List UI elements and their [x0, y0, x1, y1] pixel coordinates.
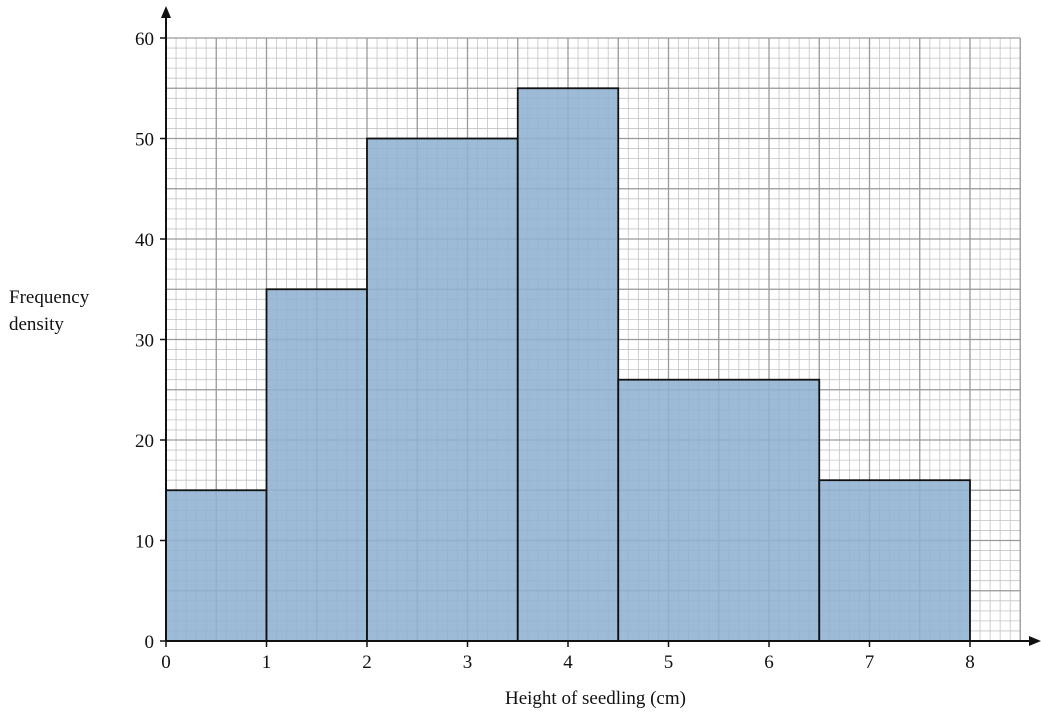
x-tick-label: 7 — [865, 652, 875, 673]
x-tick-labels: 0 1 2 3 4 5 6 7 8 — [161, 641, 975, 673]
x-tick-label: 1 — [262, 652, 272, 673]
histogram-bar — [165, 489, 268, 642]
axes — [161, 6, 1041, 646]
x-tick-label: 8 — [965, 652, 975, 673]
y-tick-label: 10 — [135, 532, 154, 553]
y-tick-label: 50 — [135, 130, 154, 151]
x-tick-label: 0 — [161, 652, 171, 673]
y-axis-arrow — [161, 6, 171, 18]
y-tick-label: 0 — [145, 632, 155, 653]
y-axis-label: Frequency density — [9, 284, 89, 338]
x-tick-label: 4 — [563, 652, 573, 673]
y-tick-label: 40 — [135, 230, 154, 251]
x-tick-label: 2 — [362, 652, 372, 673]
histogram-bar — [366, 137, 519, 642]
histogram-bar — [617, 378, 821, 642]
y-tick-label: 60 — [135, 29, 154, 50]
histogram-bar — [516, 87, 620, 642]
histogram-bar — [818, 479, 971, 642]
y-tick-label: 30 — [135, 331, 154, 352]
y-tick-label: 20 — [135, 431, 154, 452]
y-axis-label-line1: Frequency — [9, 287, 90, 308]
x-axis-label: Height of seedling (cm) — [505, 688, 686, 709]
y-axis-label-line2: density — [9, 314, 64, 335]
x-tick-label: 5 — [664, 652, 674, 673]
x-tick-label: 6 — [764, 652, 774, 673]
x-axis-arrow — [1029, 636, 1041, 646]
histogram-bar — [265, 288, 368, 642]
histogram-bars — [165, 87, 971, 642]
x-tick-label: 3 — [463, 652, 473, 673]
y-tick-labels: 0 10 20 30 40 50 60 — [135, 29, 166, 653]
